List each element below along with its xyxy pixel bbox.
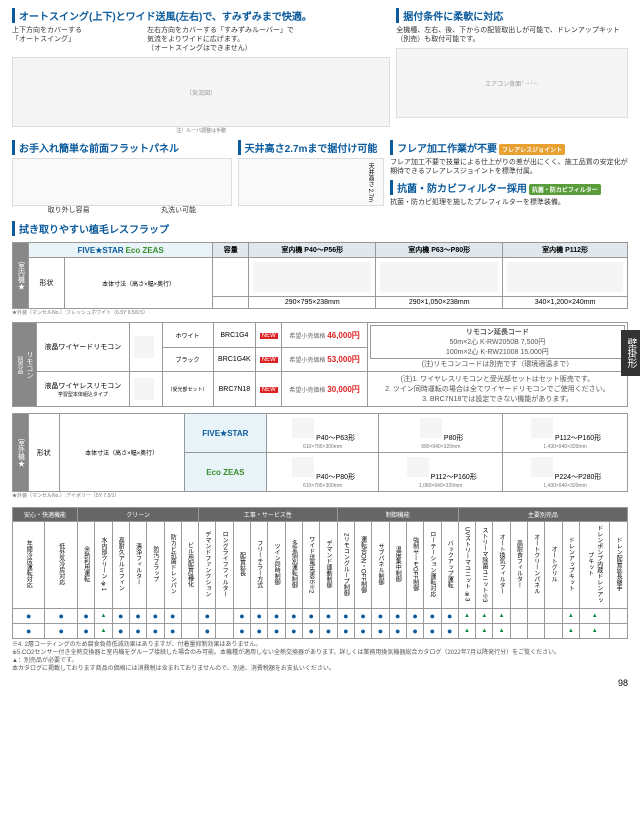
panel-diagram bbox=[12, 158, 232, 206]
indoor-table: 室内機★ FIVE★STAR Eco ZEAS 容量室内機 P40～P56形室内… bbox=[12, 242, 628, 309]
indoor-note: ★外装（マンセルNo.）:フレッシュホワイト（6.5Y 9.5/0.5） bbox=[12, 309, 628, 316]
f1-l2: 「オートスイング」 bbox=[12, 35, 143, 44]
f6-title: 抗菌・防カビフィルター採用抗菌・防カビフィルター bbox=[390, 180, 628, 195]
side-tab: 壁掛形 bbox=[621, 330, 640, 376]
footnote: ※4. 2層コーティングのため腐食負荷低減効果はありますが、付着量抑制効果はあり… bbox=[12, 642, 628, 673]
f1-note: 注）ルーバ調整は手動 bbox=[12, 127, 390, 134]
f2-desc: 全機種、左右、後、下からの配管取出しが可能で、ドレンアップキット（別売）も取付可… bbox=[396, 26, 628, 44]
f5-desc: フレア加工不要で技量による仕上がりの差が出にくく、施工品質の安定化が期待できるフ… bbox=[390, 158, 628, 176]
page-num: 98 bbox=[12, 678, 628, 688]
f3-title: お手入れ簡単な前面フラットパネル bbox=[12, 140, 232, 155]
f1-l1: 上下方向をカバーする bbox=[12, 26, 143, 35]
f6-desc: 抗菌・防カビ処理を施したプレフィルターを標準装備。 bbox=[390, 198, 628, 207]
f4-title: 天井高さ2.7mまで据付け可能 bbox=[238, 140, 384, 155]
airflow-diagram: 〔気流図〕 bbox=[12, 57, 390, 127]
f2-title: 据付条件に柔軟に対応 bbox=[396, 8, 628, 23]
f3-l2: 丸洗い可能 bbox=[161, 206, 196, 215]
outdoor-note: ★外装（マンセルNo.）:アイボリー（5Y 7.5/1） bbox=[12, 492, 628, 499]
f1-r2: 気流をよりワイドに広げます。 bbox=[147, 35, 390, 44]
feature-strip: 安心・快適機能クリーン工事・サービス性制御機能主要別売品 年間冷房運転対応低外気… bbox=[12, 507, 628, 639]
f7-title: 拭き取りやすい植毛レスフラップ bbox=[12, 221, 289, 236]
ceiling-diagram: 天井高さ 2.7m bbox=[238, 158, 384, 206]
remote-table: リモコン別売品 液晶ワイヤードリモコン ホワイトBRC1G4NEW希望小売価格 … bbox=[12, 322, 628, 407]
f1-title: オートスイング(上下)とワイド送風(左右)で、すみずみまで快適。 bbox=[12, 8, 390, 23]
pipe-diagram: エアコン背面 ↑→↓← bbox=[396, 48, 628, 118]
f5-title: フレア加工作業が不要フレアレスジョイント bbox=[390, 140, 628, 155]
f1-r3: （オートスイングはできません） bbox=[147, 44, 390, 53]
f1-r1: 左右方向をカバーする「すみずみルーバー」で bbox=[147, 26, 390, 35]
f3-l1: 取り外し容易 bbox=[48, 206, 90, 215]
outdoor-table: 室外機★ 形状本体寸法（高さ×幅×奥行） FIVE★STAR P40～P63形6… bbox=[12, 413, 628, 492]
